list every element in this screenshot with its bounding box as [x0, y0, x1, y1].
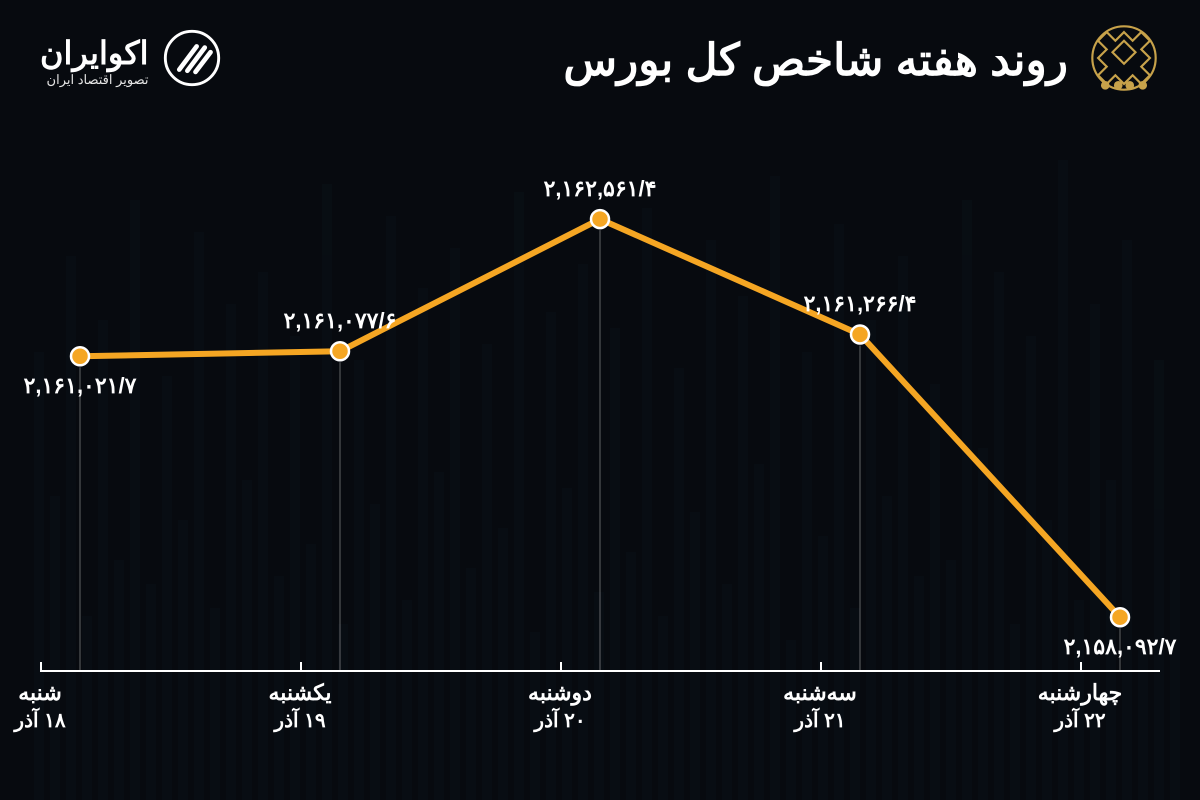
axis-tick [40, 662, 42, 670]
x-axis-label: دوشنبه۲۰ آذر [528, 680, 592, 733]
axis-tick [820, 662, 822, 670]
x-axis-day: یکشنبه [269, 680, 332, 706]
chart: شنبه۱۸ آذر یکشنبه۱۹ آذر دوشنبه۲۰ آذر سه‌شنب… [0, 140, 1200, 770]
brand-subtitle: تصویر اقتصاد ایران [40, 72, 149, 88]
axis-tick [1080, 662, 1082, 670]
value-label: ۲,۱۶۲,۵۶۱/۴ [544, 176, 657, 202]
data-marker [71, 347, 89, 365]
x-axis-date: ۲۰ آذر [528, 708, 592, 733]
x-axis-day: دوشنبه [528, 680, 592, 706]
chart-svg [0, 140, 1200, 770]
value-label: ۲,۱۶۱,۰۲۱/۷ [24, 373, 137, 399]
x-axis-label: چهارشنبه۲۲ آذر [1038, 680, 1123, 733]
x-axis-date: ۱۸ آذر [14, 708, 65, 733]
data-marker [591, 210, 609, 228]
page-title: روند هفته شاخص کل بورس [563, 35, 1068, 86]
x-axis-day: شنبه [14, 680, 65, 706]
brand: اکوایران تصویر اقتصاد ایران [40, 29, 221, 92]
x-axis-date: ۲۱ آذر [783, 708, 857, 733]
brand-logo-icon [163, 29, 221, 92]
header: روند هفته شاخص کل بورس اکوایران تصویر اق… [0, 0, 1200, 109]
x-axis-label: سه‌شنبه۲۱ آذر [783, 680, 857, 733]
x-axis-label: شنبه۱۸ آذر [14, 680, 65, 733]
emblem-icon [1088, 22, 1160, 99]
brand-name: اکوایران [40, 34, 149, 72]
x-axis-date: ۲۲ آذر [1038, 708, 1123, 733]
title-wrap: روند هفته شاخص کل بورس [563, 22, 1160, 99]
x-axis-label: یکشنبه۱۹ آذر [269, 680, 332, 733]
x-axis-day: سه‌شنبه [783, 680, 857, 706]
axis-line [40, 670, 1160, 672]
value-label: ۲,۱۵۸,۰۹۲/۷ [1064, 634, 1177, 660]
data-marker [331, 342, 349, 360]
brand-text: اکوایران تصویر اقتصاد ایران [40, 34, 149, 88]
data-marker [851, 325, 869, 343]
value-label: ۲,۱۶۱,۲۶۶/۴ [804, 291, 917, 317]
value-label: ۲,۱۶۱,۰۷۷/۶ [284, 308, 397, 334]
x-axis-day: چهارشنبه [1038, 680, 1123, 706]
x-axis-date: ۱۹ آذر [269, 708, 332, 733]
axis-tick [300, 662, 302, 670]
data-marker [1111, 608, 1129, 626]
axis-tick [560, 662, 562, 670]
